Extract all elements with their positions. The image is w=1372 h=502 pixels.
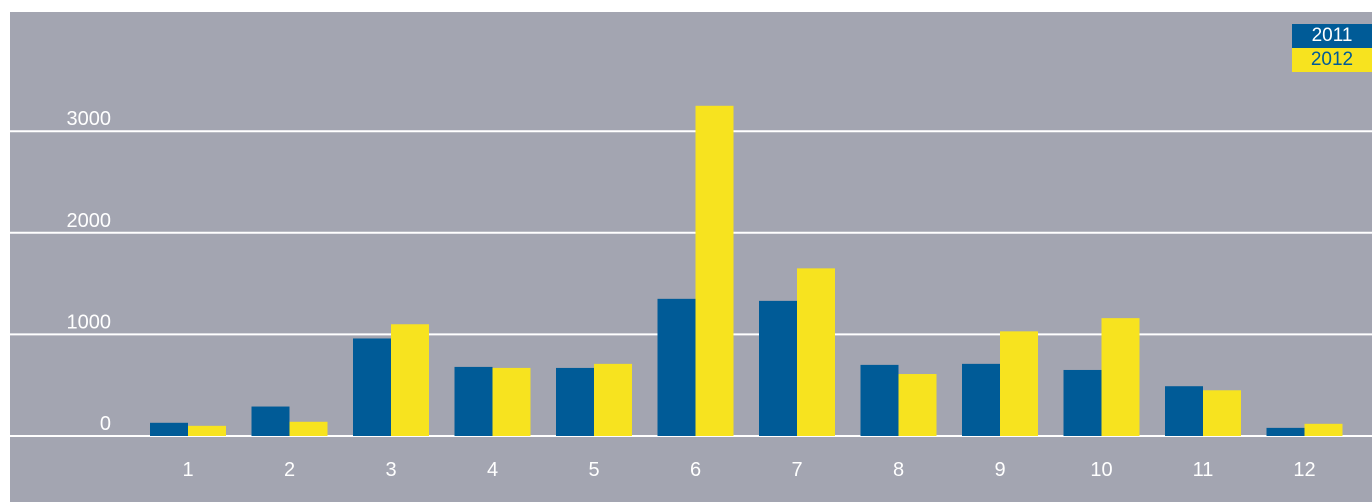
bar-2012-10: [1101, 318, 1140, 436]
bar-2011-5: [556, 367, 594, 436]
bar-2012-9: [1000, 331, 1038, 436]
y-tick-label: 0: [100, 413, 111, 435]
bar-2012-7: [797, 268, 835, 436]
y-tick-label: 1000: [67, 311, 112, 333]
legend: 2011 2012: [1292, 24, 1372, 72]
x-tick-labels: 1 2 3 4 5 6 7 8 9 10 11 12: [182, 459, 1315, 481]
x-tick-label: 9: [994, 459, 1005, 481]
bar-2011-6: [657, 298, 696, 436]
bar-2012-2: [289, 421, 328, 436]
x-tick-label: 2: [284, 459, 295, 481]
bar-2011-4: [454, 366, 493, 436]
legend-item-2012: 2012: [1292, 48, 1372, 72]
x-tick-label: 3: [385, 459, 396, 481]
bar-2012-5: [594, 363, 632, 436]
y-tick-label: 3000: [67, 108, 112, 130]
bar-2012-12: [1304, 423, 1343, 436]
bar-2012-1: [188, 425, 226, 436]
bar-2011-12: [1266, 427, 1305, 436]
x-tick-label: 12: [1293, 459, 1315, 481]
x-tick-label: 8: [893, 459, 904, 481]
bars: [150, 105, 1343, 437]
x-tick-label: 5: [588, 459, 599, 481]
x-tick-label: 4: [487, 459, 498, 481]
bar-2011-9: [962, 363, 1000, 436]
x-tick-label: 6: [690, 459, 701, 481]
bar-2011-8: [860, 364, 899, 436]
y-tick-label: 2000: [67, 210, 112, 232]
bar-2011-2: [251, 406, 290, 436]
bar-2011-3: [353, 338, 391, 436]
bar-2012-8: [898, 374, 937, 436]
bar-2012-11: [1203, 390, 1241, 436]
x-tick-label: 1: [182, 459, 193, 481]
legend-item-2011: 2011: [1292, 24, 1372, 48]
bar-2011-1: [150, 422, 188, 436]
bar-2012-4: [492, 367, 531, 436]
bar-2011-7: [759, 300, 797, 436]
bar-2011-11: [1165, 386, 1203, 436]
x-tick-label: 7: [791, 459, 802, 481]
y-tick-labels: 0 1000 2000 3000: [67, 108, 112, 435]
bar-2011-10: [1063, 369, 1102, 436]
bar-2012-3: [391, 324, 429, 436]
x-tick-label: 10: [1090, 459, 1112, 481]
x-tick-label: 11: [1193, 459, 1214, 481]
chart-panel: 0 1000 2000 3000 1 2 3 4 5 6 7 8 9 10 11 12 2011 2012: [10, 12, 1372, 502]
bar-2012-6: [695, 105, 734, 437]
